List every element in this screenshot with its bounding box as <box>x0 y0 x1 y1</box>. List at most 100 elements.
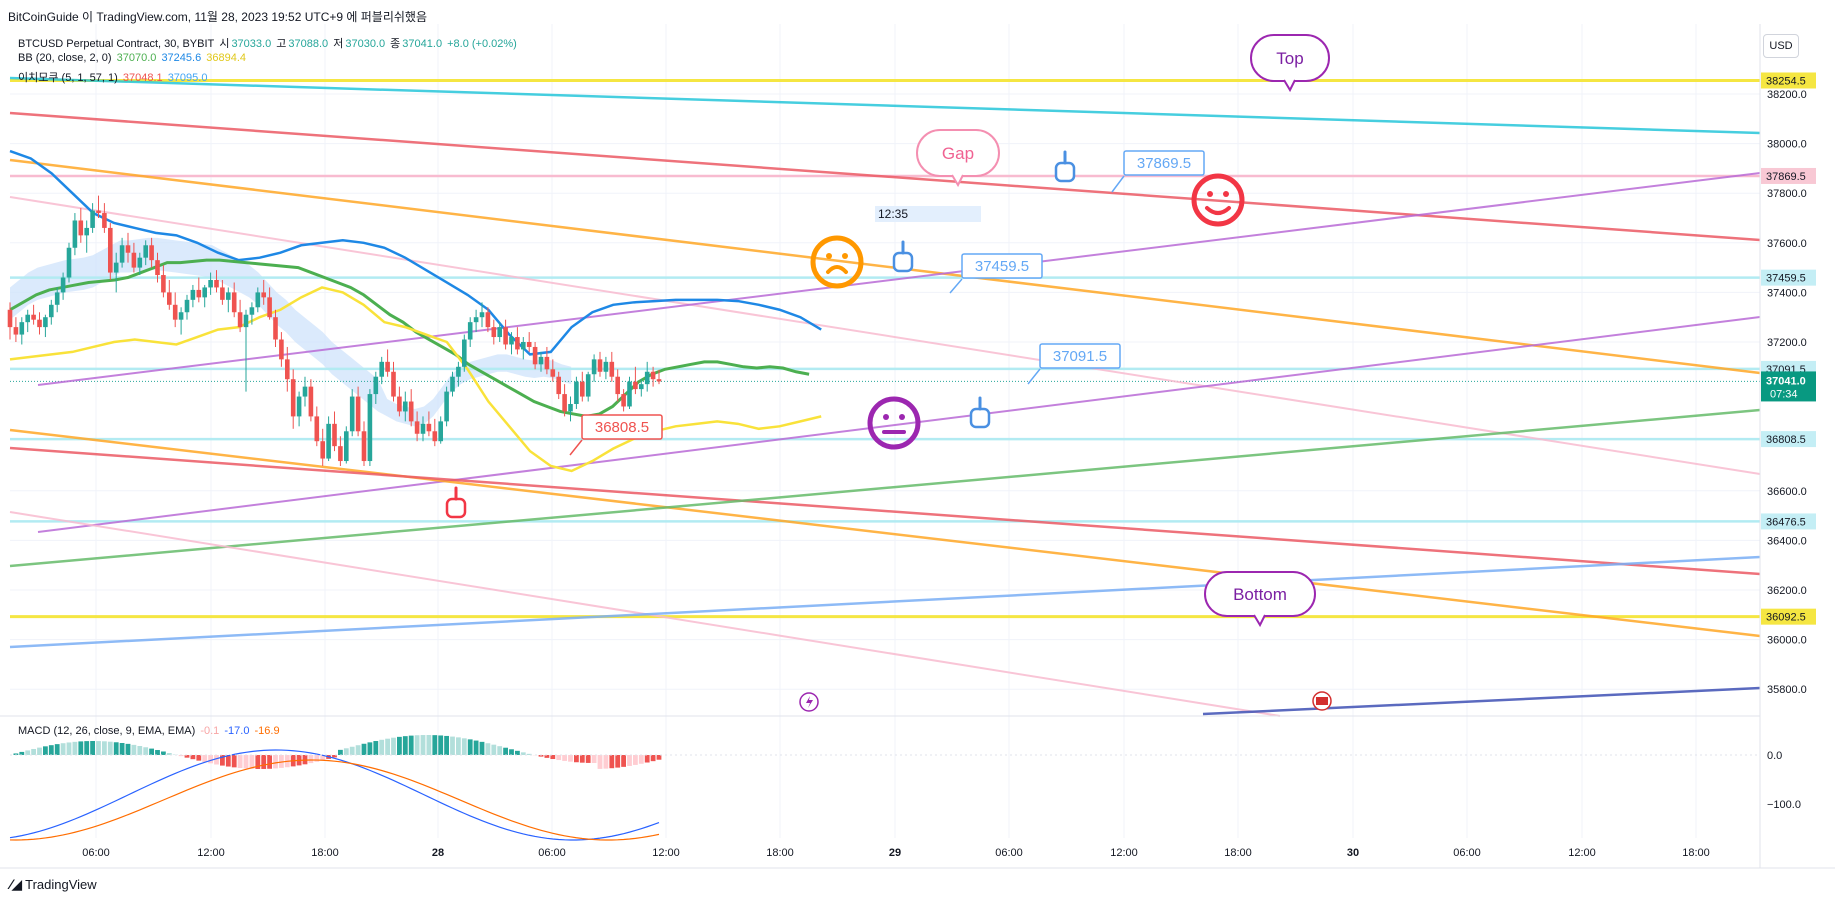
candle-body <box>119 245 125 263</box>
macd-hist-bar <box>54 744 60 755</box>
ohlc-low: 37030.0 <box>345 38 386 50</box>
candle-body <box>521 342 526 350</box>
macd-hist-bar <box>656 755 662 760</box>
candle-body <box>379 361 384 377</box>
top-callout-tail <box>1283 79 1296 93</box>
callout-37869-text: 37869.5 <box>1137 155 1191 172</box>
candle-body <box>568 404 573 412</box>
callout-36808-pointer <box>569 439 583 456</box>
legend-macd-signal: -16.9 <box>254 725 280 737</box>
candle-body <box>296 396 302 417</box>
candle-body <box>491 327 497 338</box>
macd-hist-bar <box>526 753 532 755</box>
macd-hist-bar <box>66 742 72 755</box>
candle-body <box>190 289 196 300</box>
macd-hist-bar <box>367 742 373 755</box>
time-label-bg <box>875 206 981 222</box>
neutral-face-icon <box>867 396 921 450</box>
y-tick-label: 37800.0 <box>1767 188 1807 200</box>
ohlc-change: +8.0 (+0.02%) <box>447 38 517 50</box>
macd-hist-bar <box>60 743 66 755</box>
price-tag-label: 37459.5 <box>1766 273 1806 285</box>
callout-37091-text: 37091.5 <box>1053 348 1107 365</box>
candle-body <box>172 304 178 320</box>
candle-body <box>155 260 160 276</box>
macd-hist-bar <box>78 741 84 755</box>
candle-body <box>509 337 514 345</box>
lightning-glyph <box>806 696 813 708</box>
candle-body <box>273 317 278 340</box>
y-tick-label: 38000.0 <box>1767 139 1807 151</box>
cloud-area <box>10 237 572 427</box>
candle-body <box>503 327 508 345</box>
tradingview-brand[interactable]: ⁄◢ TradingView <box>10 876 97 893</box>
macd-hist-bar <box>520 752 526 755</box>
y-tick-label: 35800.0 <box>1767 684 1807 696</box>
gap-callout-label: Gap <box>942 144 974 163</box>
callout-37091-pointer <box>1027 368 1041 385</box>
candles[interactable] <box>7 195 662 466</box>
top-callout-label: Top <box>1276 49 1303 68</box>
neutral-face-icon-eye <box>899 414 905 420</box>
candle-body <box>397 396 402 412</box>
candle-body <box>367 394 373 462</box>
macd-hist-bar <box>332 755 337 758</box>
macd-hist-bar <box>161 751 166 755</box>
candle-body <box>13 327 19 335</box>
macd-hist-bar <box>579 755 585 763</box>
legend-bb-name: BB (20, close, 2, 0) <box>18 52 112 64</box>
candle-body <box>279 339 284 360</box>
macd-hist-bar <box>220 755 225 766</box>
candle-body <box>538 356 544 365</box>
candle-body <box>444 391 449 422</box>
macd-hist-bar <box>19 751 25 755</box>
y-tick-label: 38200.0 <box>1767 89 1807 101</box>
candle-body <box>426 423 432 432</box>
price-tag-bg <box>1761 431 1816 448</box>
candle-body <box>314 416 320 442</box>
y-tick-label: 36000.0 <box>1767 635 1807 647</box>
trend-navy <box>1202 686 1761 716</box>
macd-hist-bar <box>243 755 249 769</box>
candle-body <box>261 292 266 298</box>
macd-hist-bar <box>467 739 473 755</box>
price-tag-bg <box>1761 608 1816 625</box>
macd-hist-bar <box>515 750 520 755</box>
macd-hist-bar <box>397 736 402 755</box>
trend-lines <box>9 76 1761 717</box>
macd-hist-bar <box>638 755 644 764</box>
macd-hist-bar <box>550 755 556 760</box>
ichimoku-cloud <box>10 237 572 427</box>
macd-hist-bar <box>225 755 231 767</box>
callout-37459-pointer <box>949 278 963 294</box>
currency-button[interactable]: USD <box>1763 34 1799 58</box>
callout-36808-box <box>581 414 663 440</box>
macd-hist-bar <box>43 746 48 755</box>
macd-hist-bar <box>208 755 213 764</box>
macd-hist-bar <box>343 748 349 755</box>
legend-bb-row: BB (20, close, 2, 0) 37070.0 37245.6 368… <box>18 52 248 64</box>
legend-bb-lower: 36894.4 <box>206 52 247 64</box>
pointing-hand-icon <box>969 407 991 429</box>
macd-hist-bar <box>568 755 573 762</box>
candle-body <box>249 307 255 315</box>
macd-hist-bar <box>48 745 54 755</box>
x-tick-label: 18:00 <box>766 847 794 859</box>
price-tag-label: 36808.5 <box>1766 434 1806 446</box>
macd-hist-bar <box>402 736 408 755</box>
macd-hist-bar <box>267 755 272 769</box>
candle-body <box>285 359 290 380</box>
macd-hist-bar <box>143 747 149 755</box>
bollinger-bands <box>9 149 822 473</box>
macd-hist-bar <box>444 735 449 755</box>
candle-body <box>609 361 615 377</box>
candle-body <box>226 292 231 300</box>
candle-body <box>621 394 626 407</box>
trend-lightblue <box>9 555 1761 649</box>
trend-green <box>9 408 1761 568</box>
annotations[interactable]: Top Gap Bottom 12:35 37869.5 37459.5 37091.5 36… <box>445 34 1332 712</box>
happy-face-icon-eye <box>1207 191 1213 197</box>
macd-hist-bar <box>497 746 503 755</box>
candle-body <box>7 309 13 328</box>
candle-body <box>385 361 390 372</box>
